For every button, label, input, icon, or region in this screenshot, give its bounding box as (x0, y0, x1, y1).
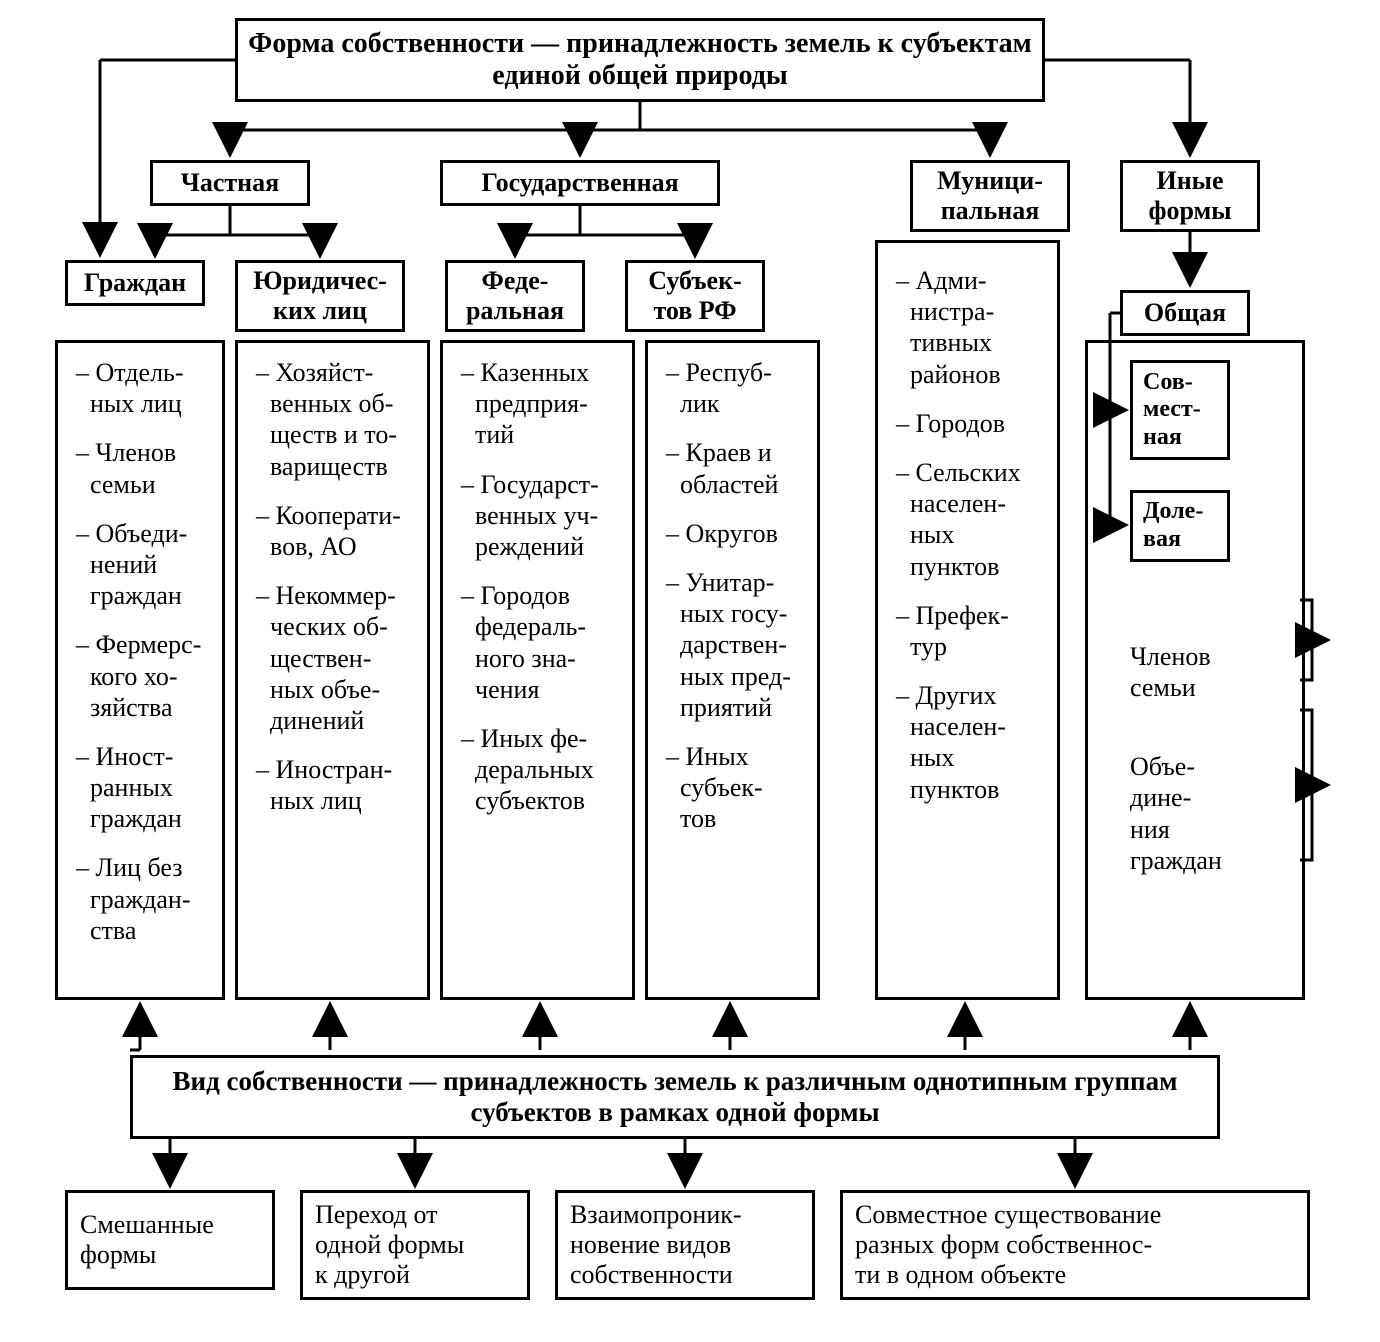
list-item: Городов федераль- ного зна- чения (461, 580, 622, 705)
node-municipal: Муници- пальная (910, 160, 1070, 232)
col-subjects: Респуб- лик Краев и областей Округов Унитар… (645, 340, 820, 1000)
list-item: Кооперати- вов, АО (256, 500, 417, 562)
list-item: Иностран- ных лиц (256, 754, 417, 816)
list-item: Иност- ранных граждан (76, 741, 212, 835)
list-item: Хозяйст- венных об- ществ и то- варищест… (256, 357, 417, 482)
footer-text: Вид собственности — принадлежность земел… (141, 1066, 1209, 1128)
node-mixed: Смешанные формы (65, 1190, 275, 1290)
col-citizens: Отдель- ных лиц Членов семьи Объеди- нений… (55, 340, 225, 1000)
list-item: Отдель- ных лиц (76, 357, 212, 419)
list-item: Иных фе- деральных субъектов (461, 723, 622, 817)
col-other-border (1085, 340, 1305, 1000)
list-item: Объеди- нений граждан (76, 518, 212, 612)
list-item: Городов (896, 408, 1047, 439)
node-legal: Юридичес- ких лиц (235, 260, 405, 332)
node-private: Частная (150, 160, 310, 206)
header-box: Форма собственности — принадлежность зем… (235, 18, 1045, 102)
list-item: Адми- нистра- тивных районов (896, 265, 1047, 390)
list-item: Иных субъек- тов (666, 741, 807, 835)
list-item: Лиц без граждан- ства (76, 852, 212, 946)
label-legal: Юридичес- ких лиц (253, 266, 387, 326)
node-transition: Переход от одной формы к другой (300, 1190, 530, 1300)
col-federal: Казенных предприя- тий Государст- венных … (440, 340, 635, 1000)
header-text: Форма собственности — принадлежность зем… (246, 28, 1034, 92)
footer-box: Вид собственности — принадлежность земел… (130, 1055, 1220, 1139)
node-interpen: Взаимопроник- новение видов собственност… (555, 1190, 815, 1300)
label-common: Общая (1144, 298, 1226, 328)
label-citizens: Граждан (84, 268, 186, 298)
list-item: Унитар- ных госу- дарствен- ных пред- пр… (666, 567, 807, 723)
list-item: Сельских населен- ных пунктов (896, 457, 1047, 582)
label-subjects: Субъек- тов РФ (648, 266, 741, 326)
label-other-forms: Иные формы (1148, 166, 1231, 226)
list-item: Краев и областей (666, 437, 807, 499)
list-item: Членов семьи (76, 437, 212, 499)
list-item: Респуб- лик (666, 357, 807, 419)
label-coexist: Совместное существование разных форм соб… (855, 1200, 1161, 1290)
col-legal: Хозяйст- венных об- ществ и то- варищест… (235, 340, 430, 1000)
node-common: Общая (1120, 290, 1250, 336)
node-coexist: Совместное существование разных форм соб… (840, 1190, 1310, 1300)
label-mixed: Смешанные формы (80, 1210, 214, 1270)
node-citizens: Граждан (65, 260, 205, 306)
list-item: Казенных предприя- тий (461, 357, 622, 451)
col-municipal: Адми- нистра- тивных районов Городов Сельс… (875, 240, 1060, 1000)
node-state: Государственная (440, 160, 720, 206)
list-item: Других населен- ных пунктов (896, 680, 1047, 805)
label-interpen: Взаимопроник- новение видов собственност… (570, 1200, 742, 1290)
label-private: Частная (181, 168, 279, 198)
label-municipal: Муници- пальная (937, 166, 1043, 226)
list-item: Фермерс- кого хо- зяйства (76, 629, 212, 723)
list-item: Префек- тур (896, 600, 1047, 662)
label-transition: Переход от одной формы к другой (315, 1200, 464, 1290)
list-item: Округов (666, 518, 807, 549)
list-item: Некоммер- ческих об- ществен- ных объе- … (256, 580, 417, 736)
node-other-forms: Иные формы (1120, 160, 1260, 232)
node-federal: Феде- ральная (445, 260, 585, 332)
label-federal: Феде- ральная (466, 266, 564, 326)
node-subjects: Субъек- тов РФ (625, 260, 765, 332)
label-state: Государственная (481, 168, 678, 198)
list-item: Государст- венных уч- реждений (461, 469, 622, 563)
